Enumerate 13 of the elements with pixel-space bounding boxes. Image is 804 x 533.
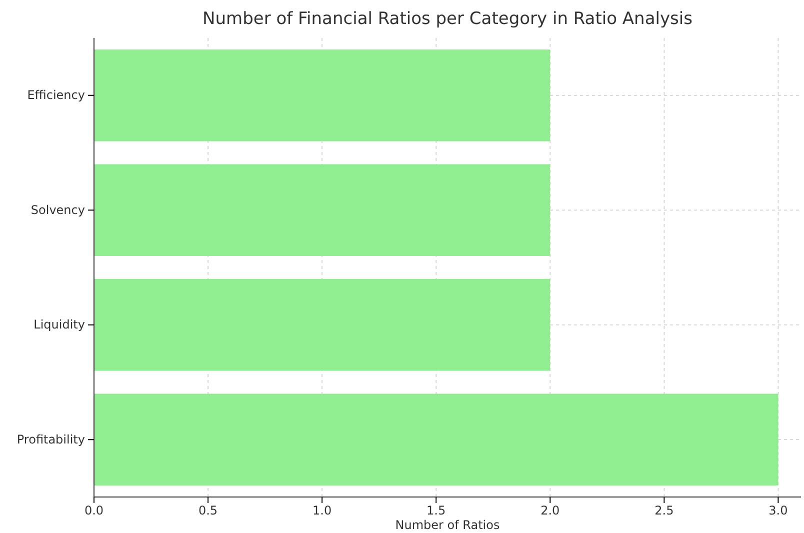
y-tick-label: Efficiency [27, 88, 85, 102]
y-tick-label: Solvency [30, 202, 85, 217]
x-axis-title: Number of Ratios [395, 518, 500, 532]
x-tick-label: 0.0 [84, 504, 104, 518]
x-tick-label: 1.5 [426, 504, 446, 518]
y-tick-label: Liquidity [34, 318, 85, 332]
y-tick-label: Profitability [16, 432, 85, 446]
x-tick-label: 2.0 [540, 504, 560, 518]
chart-title: Number of Financial Ratios per Category in Ratio Analysis [202, 9, 693, 29]
x-tick-label: 2.5 [654, 504, 674, 518]
x-tick-label: 3.0 [768, 504, 788, 518]
x-tick-label: 1.0 [312, 504, 332, 518]
x-tick-label: 0.5 [198, 504, 218, 518]
